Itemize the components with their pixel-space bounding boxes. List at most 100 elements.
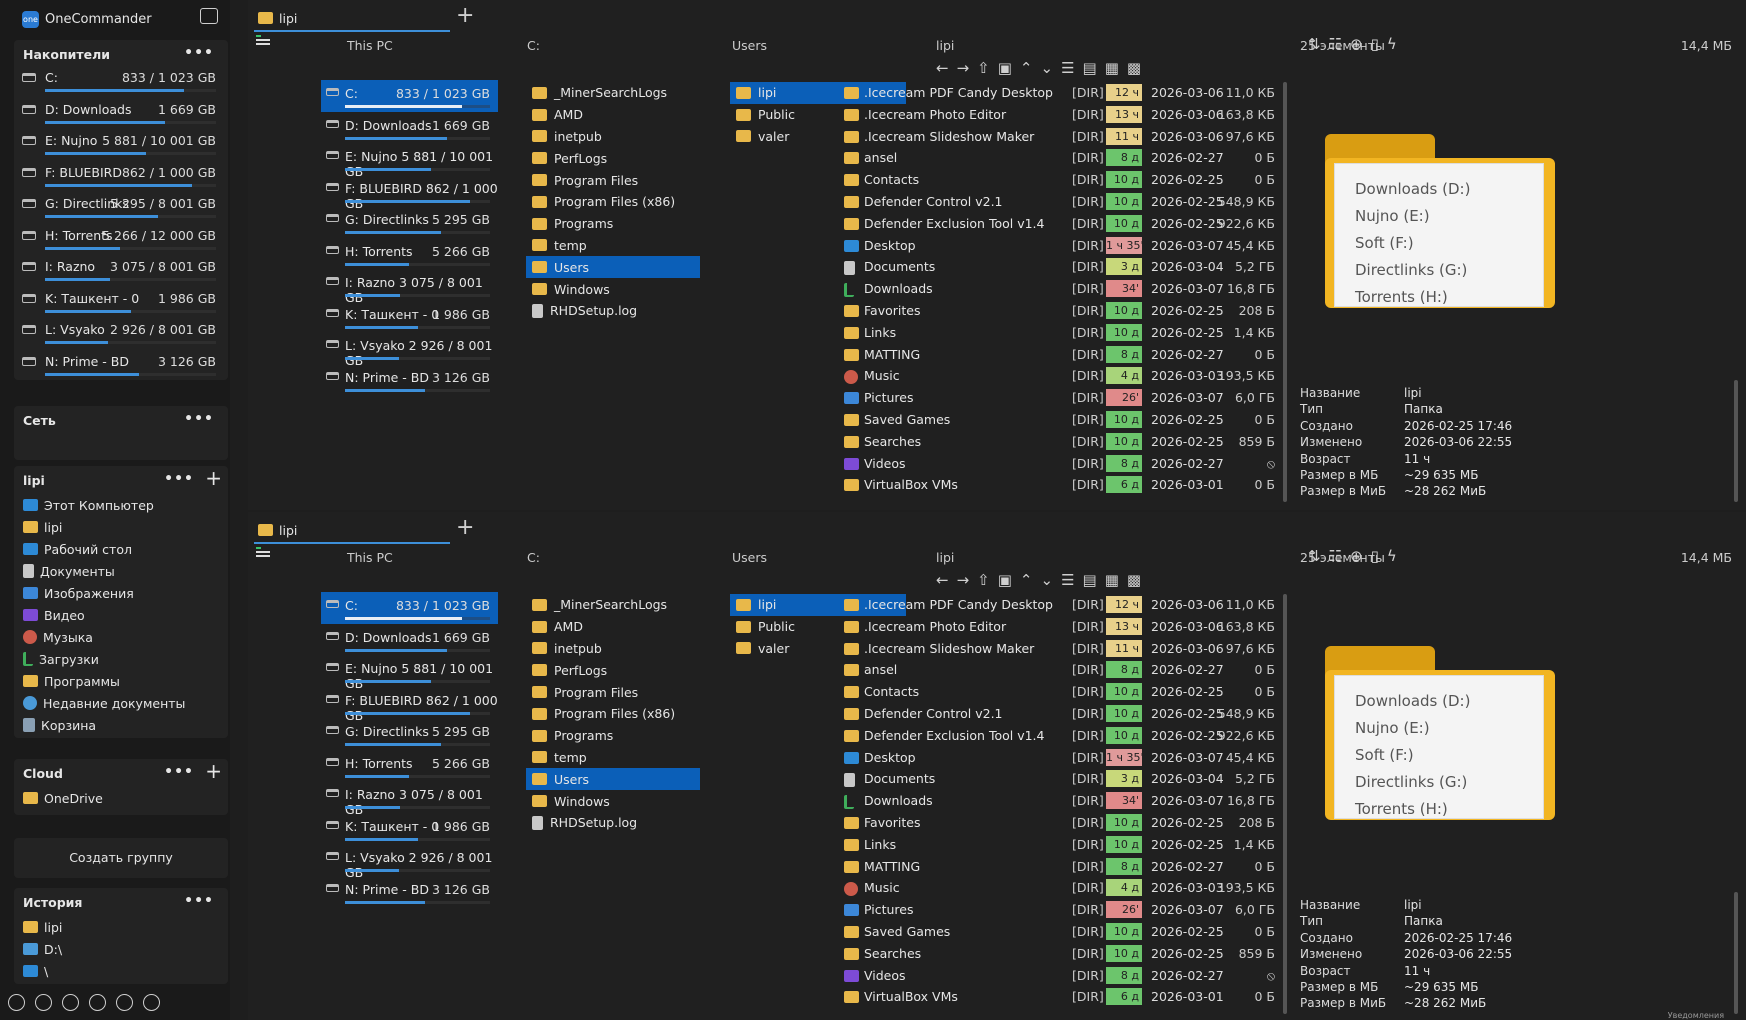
cloud-add-icon[interactable]: + [205,759,222,783]
list-item[interactable]: Видео [14,604,228,626]
file-row[interactable]: ansel [DIR] 8 д 2026-02-27 0 Б [838,659,1275,681]
file-row[interactable]: Contacts [DIR] 10 д 2026-02-25 0 Б [838,681,1275,703]
list-item[interactable]: Документы [14,560,228,582]
pc-drive-row[interactable]: F: BLUEBIRD 862 / 1 000 GB [321,175,498,211]
file-row[interactable]: VirtualBox VMs [DIR] 6 д 2026-03-01 0 Б [838,474,1275,496]
c-folder-item[interactable]: Users [526,768,700,791]
pc-drive-row[interactable]: F: BLUEBIRD 862 / 1 000 GB [321,687,498,723]
pc-drive-row[interactable]: C: 833 / 1 023 GB [321,592,498,624]
file-row[interactable]: Defender Exclusion Tool v1.4 [DIR] 10 д 202… [838,725,1275,747]
c-folder-item[interactable]: Program Files (x86) [526,191,700,213]
list-item[interactable]: Программы [14,670,228,692]
list-item[interactable]: \ [14,960,228,982]
pc-drive-row[interactable]: L: Vsyako 2 926 / 8 001 GB [321,844,498,880]
network-more-icon[interactable]: ••• [184,411,214,427]
back-icon[interactable]: ← [936,59,949,77]
file-row[interactable]: Downloads [DIR] 34' 2026-03-07 16,8 ГБ [838,278,1275,300]
grid-view-icon[interactable]: ▩ [1126,59,1142,77]
list-item[interactable]: Загрузки [14,648,228,670]
sort-icon[interactable]: ⇅ [1308,35,1321,53]
drive-item[interactable]: G: Directlinks 5 295 / 8 001 GB [14,194,228,226]
pc-drive-row[interactable]: D: Downloads 1 669 GB [321,112,498,144]
c-folder-item[interactable]: Windows [526,790,700,812]
file-row[interactable]: Favorites [DIR] 10 д 2026-02-25 208 Б [838,300,1275,322]
file-row[interactable]: .Icecream Slideshow Maker [DIR] 11 ч 2026-0… [838,126,1275,148]
back-icon[interactable]: ← [936,571,949,589]
list-item[interactable]: Рабочий стол [14,538,228,560]
users-folder-item[interactable]: Public [730,616,906,638]
up-icon[interactable]: ⇧ [977,59,990,77]
c-folder-item[interactable]: Users [526,256,700,279]
settings-icon[interactable] [8,994,25,1011]
c-folder-item[interactable]: inetpub [526,126,700,148]
pc-drive-row[interactable]: H: Torrents 5 266 GB [321,750,498,782]
notifications-label[interactable]: Уведомления [1667,1011,1724,1020]
cloud-more-icon[interactable]: ••• [164,764,194,780]
new-icon[interactable]: ⊕ [1350,35,1363,53]
c-folder-item[interactable]: temp [526,747,700,769]
c-folder-item[interactable]: _MinerSearchLogs [526,82,700,104]
props-scrollbar[interactable] [1734,892,1738,1014]
c-folder-item[interactable]: PerfLogs [526,659,700,681]
file-row[interactable]: .Icecream PDF Candy Desktop [DIR] 12 ч 2026… [838,82,1275,104]
view-list-icon[interactable] [256,35,270,47]
c-folder-item[interactable]: temp [526,235,700,257]
user-add-icon[interactable]: + [205,466,222,490]
file-row[interactable]: VirtualBox VMs [DIR] 6 д 2026-03-01 0 Б [838,986,1275,1008]
pc-drive-row[interactable]: L: Vsyako 2 926 / 8 001 GB [321,332,498,368]
file-row[interactable]: Contacts [DIR] 10 д 2026-02-25 0 Б [838,169,1275,191]
tiles-view-icon[interactable]: ▦ [1104,59,1119,77]
c-folder-item[interactable]: PerfLogs [526,147,700,169]
c-folder-item[interactable]: RHDSetup.log [526,812,700,834]
drives-more-icon[interactable]: ••• [184,45,214,61]
file-row[interactable]: .Icecream PDF Candy Desktop [DIR] 12 ч 2026… [838,594,1275,616]
file-row[interactable]: .Icecream Slideshow Maker [DIR] 11 ч 2026-0… [838,638,1275,660]
file-row[interactable]: .Icecream Photo Editor [DIR] 13 ч 2026-03-0… [838,104,1275,126]
file-row[interactable]: Music [DIR] 4 д 2026-03-03 193,5 КБ [838,877,1275,899]
drive-item[interactable]: C: 833 / 1 023 GB [14,68,228,100]
forward-icon[interactable]: → [956,59,970,77]
file-list-scrollbar[interactable] [1283,594,1287,1014]
drive-item[interactable]: N: Prime - BD 3 126 GB [14,352,228,384]
c-folder-item[interactable]: Program Files [526,681,700,703]
c-folder-item[interactable]: AMD [526,616,700,638]
drive-item[interactable]: E: Nujno 5 881 / 10 001 GB [14,131,228,163]
pc-drive-row[interactable]: G: Directlinks 5 295 GB [321,718,498,750]
flash-icon[interactable]: ϟ [1386,35,1397,53]
file-row[interactable]: Videos [DIR] 8 д 2026-02-27 ⦸ [838,965,1275,987]
search-icon[interactable] [89,994,106,1011]
create-group-button[interactable]: Создать группу [14,838,228,878]
expand-icon[interactable]: ⌃ [1019,571,1033,589]
users-folder-item[interactable]: lipi [730,82,906,104]
forward-icon[interactable]: → [956,571,970,589]
list-item[interactable]: Музыка [14,626,228,648]
window-icon[interactable] [143,994,160,1011]
pc-drive-row[interactable]: H: Torrents 5 266 GB [321,238,498,270]
details-view-icon[interactable]: ▤ [1082,571,1097,589]
file-row[interactable]: Links [DIR] 10 д 2026-02-25 1,4 КБ [838,322,1275,344]
info-icon[interactable] [35,994,52,1011]
flash-icon[interactable]: ϟ [1386,547,1397,565]
user-more-icon[interactable]: ••• [164,471,194,487]
file-row[interactable]: Documents [DIR] 3 д 2026-03-04 5,2 ГБ [838,768,1275,790]
list-item[interactable]: lipi [14,516,228,538]
details-view-icon[interactable]: ▤ [1082,59,1097,77]
c-folder-item[interactable]: Windows [526,278,700,300]
file-row[interactable]: Defender Exclusion Tool v1.4 [DIR] 10 д 202… [838,213,1275,235]
list-item[interactable]: OneDrive [14,787,228,809]
users-folder-item[interactable]: valer [730,638,906,660]
list-item[interactable]: D:\ [14,938,228,960]
file-row[interactable]: Music [DIR] 4 д 2026-03-03 193,5 КБ [838,365,1275,387]
pc-drive-row[interactable]: I: Razno 3 075 / 8 001 GB [321,269,498,305]
file-row[interactable]: Links [DIR] 10 д 2026-02-25 1,4 КБ [838,834,1275,856]
collapse-icon[interactable]: ⌄ [1040,59,1054,77]
tab-lipi[interactable]: lipi [254,6,450,32]
tab-lipi[interactable]: lipi [254,518,450,544]
user-icon[interactable] [116,994,133,1011]
add-tab-icon[interactable]: + [456,3,475,28]
file-row[interactable]: MATTING [DIR] 8 д 2026-02-27 0 Б [838,856,1275,878]
file-row[interactable]: Desktop [DIR] 1 ч 35' 2026-03-07 45,4 КБ [838,747,1275,769]
tag-icon[interactable] [62,994,79,1011]
view-list-icon[interactable] [256,547,270,559]
file-row[interactable]: Favorites [DIR] 10 д 2026-02-25 208 Б [838,812,1275,834]
